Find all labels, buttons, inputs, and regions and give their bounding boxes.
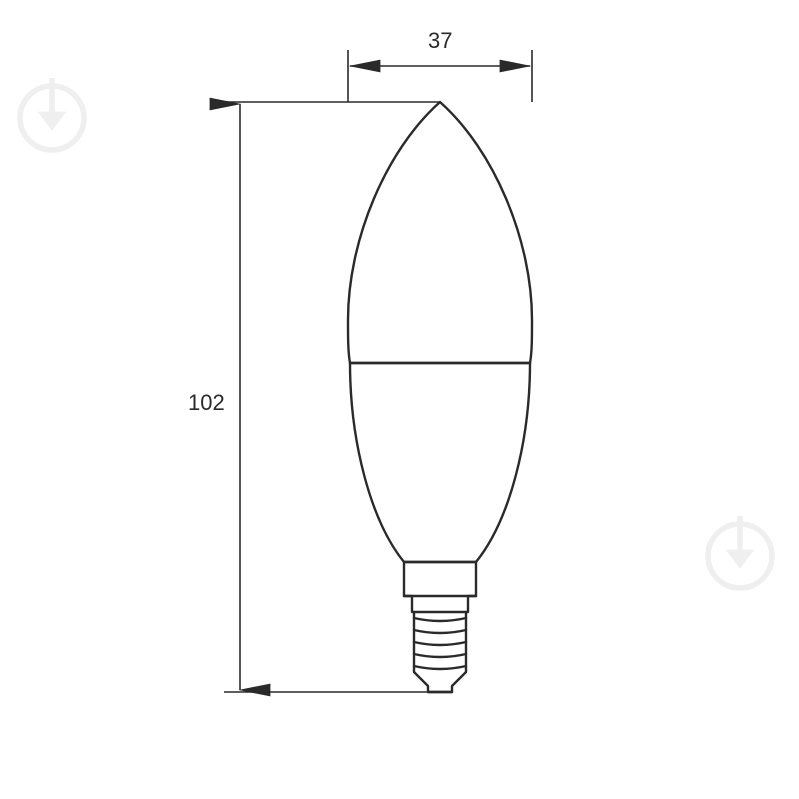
watermark-download-icon: [12, 78, 92, 163]
height-dimension-label: 102: [188, 390, 225, 416]
bulb-dimension-svg: [0, 0, 799, 799]
width-dimension-label: 37: [428, 28, 452, 54]
watermark-download-icon: [700, 516, 780, 601]
diagram-canvas: 37 102: [0, 0, 799, 799]
